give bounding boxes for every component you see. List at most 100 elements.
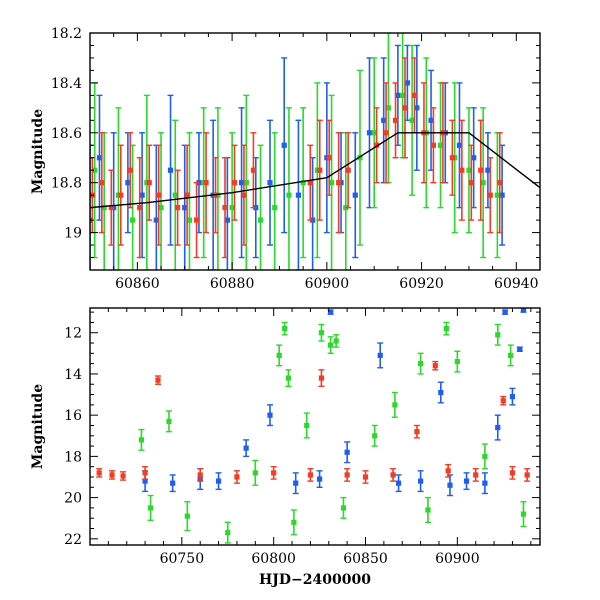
bottom-point-0-17 — [494, 414, 501, 441]
bottom-marker — [520, 511, 527, 517]
bottom-marker — [425, 507, 431, 513]
bottom-marker — [445, 468, 451, 474]
top-x-tick-label: 60860 — [115, 276, 160, 292]
top-point-2-15 — [240, 144, 247, 246]
bottom-marker — [482, 480, 488, 486]
top-marker — [411, 92, 418, 98]
top-point-2-7 — [155, 144, 162, 246]
bottom-point-0-20 — [516, 346, 523, 352]
top-point-0-20 — [366, 57, 373, 209]
bottom-point-0-15 — [463, 472, 470, 491]
bottom-point-1-3 — [184, 501, 191, 532]
top-marker — [175, 205, 181, 211]
bottom-marker — [390, 472, 396, 478]
bottom-marker — [142, 478, 148, 484]
bottom-point-1-14 — [340, 496, 347, 519]
top-y-tick-label: 18.2 — [51, 26, 82, 42]
top-point-1-17 — [328, 94, 335, 270]
bottom-marker — [463, 478, 470, 484]
bottom-point-0-6 — [292, 472, 299, 495]
bottom-point-0-16 — [481, 472, 488, 495]
top-marker — [92, 167, 98, 173]
bottom-marker — [495, 332, 501, 338]
bottom-series-0 — [142, 308, 527, 497]
top-marker — [130, 217, 136, 223]
bottom-plot-area — [96, 308, 531, 544]
top-point-2-25 — [402, 57, 408, 159]
top-marker — [193, 217, 200, 223]
top-point-1-11 — [243, 94, 250, 270]
bottom-point-2-14 — [432, 360, 439, 371]
bottom-point-1-8 — [285, 369, 292, 388]
bottom-marker — [155, 377, 161, 383]
bottom-point-1-5 — [252, 459, 259, 486]
bottom-point-2-11 — [362, 470, 369, 484]
top-point-2-17 — [307, 144, 314, 221]
bottom-marker — [328, 309, 334, 315]
top-point-2-21 — [345, 132, 352, 209]
top-marker — [497, 180, 503, 186]
bottom-y-tick-label: 12 — [64, 326, 82, 342]
top-marker — [295, 192, 302, 198]
top-y-tick-label: 18.6 — [51, 126, 82, 142]
top-x-tick-label: 60880 — [210, 276, 255, 292]
top-point-1-19 — [357, 69, 363, 246]
top-marker — [485, 167, 491, 173]
top-trend-line — [90, 132, 540, 209]
bottom-point-0-3 — [215, 472, 222, 491]
top-point-0-15 — [295, 119, 302, 270]
top-point-2-19 — [326, 119, 333, 196]
bottom-marker — [418, 361, 424, 367]
bottom-point-2-18 — [509, 465, 516, 480]
bottom-point-2-6 — [233, 470, 240, 484]
top-y-tick-label: 19 — [64, 226, 82, 242]
bottom-marker — [225, 530, 231, 536]
bottom-point-1-0 — [138, 428, 145, 451]
bottom-marker — [414, 429, 420, 435]
top-marker — [366, 130, 373, 136]
top-marker — [430, 142, 437, 148]
bottom-series-2 — [96, 360, 531, 484]
bottom-point-2-5 — [197, 468, 204, 482]
bottom-point-1-2 — [165, 410, 172, 433]
top-plot-area — [90, 33, 540, 270]
top-point-0-22 — [394, 44, 401, 146]
bottom-point-0-14 — [447, 474, 453, 497]
bottom-point-1-22 — [494, 323, 501, 346]
top-marker — [250, 167, 257, 173]
top-x-tick-label: 60940 — [494, 276, 539, 292]
top-marker — [392, 117, 399, 123]
bottom-marker — [454, 358, 460, 365]
top-point-0-11 — [238, 107, 245, 259]
top-marker — [118, 192, 124, 198]
top-marker — [409, 117, 415, 123]
bottom-marker — [340, 505, 347, 511]
bottom-point-0-10 — [377, 342, 384, 369]
top-marker — [437, 142, 444, 148]
bottom-point-1-16 — [391, 391, 398, 418]
top-marker — [402, 105, 408, 111]
bottom-x-tick-label: 60900 — [435, 551, 480, 567]
bottom-marker — [438, 389, 444, 396]
top-marker — [371, 130, 377, 136]
bottom-point-1-7 — [281, 321, 288, 336]
top-marker — [317, 167, 323, 173]
bottom-point-2-15 — [445, 463, 452, 478]
top-point-2-6 — [146, 144, 153, 221]
top-point-0-6 — [167, 94, 174, 246]
bottom-point-2-9 — [318, 369, 325, 388]
top-marker — [96, 155, 103, 161]
top-marker — [373, 142, 380, 148]
bottom-marker — [293, 480, 299, 486]
top-marker — [395, 92, 401, 98]
top-point-2-11 — [203, 132, 210, 234]
top-point-2-8 — [174, 169, 181, 246]
bottom-marker — [318, 375, 325, 381]
top-x-tick-label: 60920 — [399, 276, 444, 292]
top-marker — [456, 142, 463, 148]
bottom-marker — [524, 472, 530, 478]
bottom-y-tick-label: 20 — [64, 491, 82, 507]
top-point-1-14 — [285, 107, 292, 270]
top-marker — [300, 180, 306, 186]
bottom-point-1-11 — [318, 323, 325, 342]
